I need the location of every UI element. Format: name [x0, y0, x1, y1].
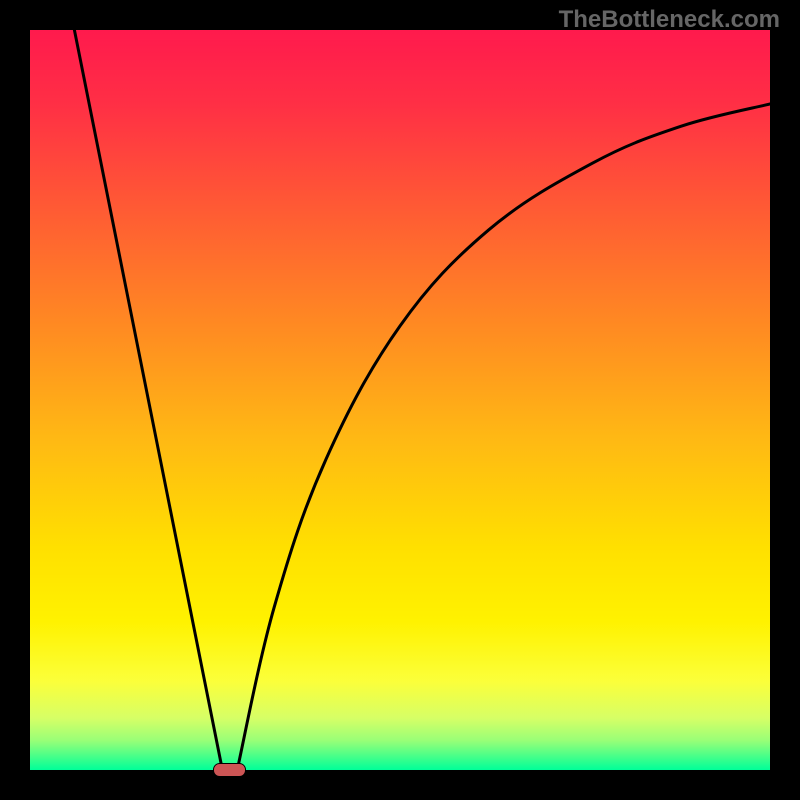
plot-area — [30, 30, 770, 770]
curve-layer — [30, 30, 770, 770]
curve-left-branch — [74, 30, 222, 770]
chart-container: TheBottleneck.com — [0, 0, 800, 800]
valley-marker — [213, 763, 246, 776]
curve-right-branch — [237, 104, 770, 770]
